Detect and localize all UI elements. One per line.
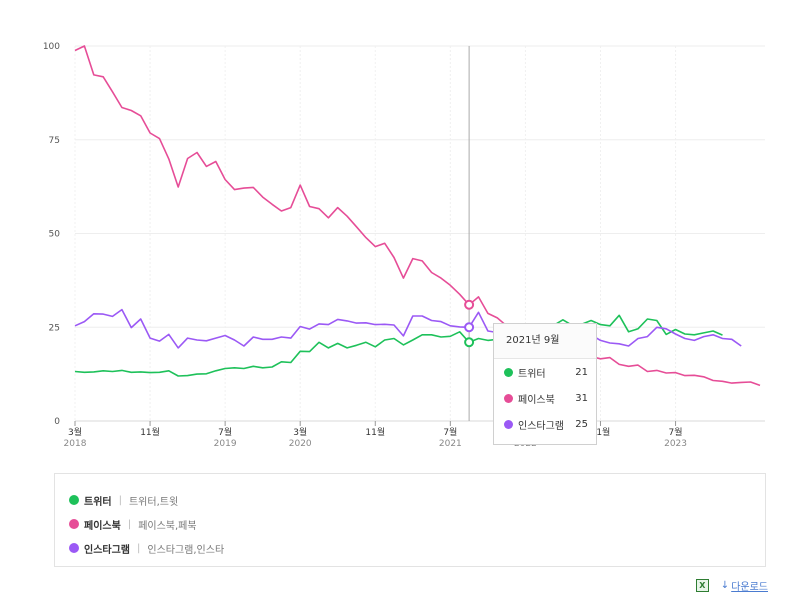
legend-separator: | xyxy=(127,518,132,530)
legend-item-instagram[interactable]: 인스타그램 | 인스타그램,인스타 xyxy=(55,536,765,560)
tooltip-row-facebook: 페이스북 31 xyxy=(494,385,596,411)
legend-label: 트위터 xyxy=(84,496,112,508)
y-tick-label: 100 xyxy=(43,42,60,52)
series-line-twitter xyxy=(74,314,723,377)
legend-dot-icon xyxy=(69,495,79,505)
y-tick-label: 25 xyxy=(49,323,60,333)
tooltip-series-name: 페이스북 xyxy=(518,394,555,406)
highlight-point-twitter xyxy=(464,337,475,348)
tooltip-dot-icon xyxy=(504,419,513,429)
x-tick-label: 7월 xyxy=(218,426,232,438)
y-tick-label: 50 xyxy=(49,230,61,240)
tooltip-series-value: 31 xyxy=(575,392,588,404)
series-line-facebook xyxy=(74,45,761,387)
x-tick-label: 7월 xyxy=(669,426,683,438)
highlight-point-instagram xyxy=(464,322,475,333)
tooltip-dot-icon xyxy=(504,393,513,403)
tooltip-series-value: 21 xyxy=(575,366,588,378)
tooltip-series-name: 인스타그램 xyxy=(518,420,564,432)
legend-dot-icon xyxy=(69,543,79,553)
legend-label: 인스타그램 xyxy=(84,544,130,556)
legend-box: 트위터 | 트위터,트윗 페이스북 | 페이스북,페북 인스타그램 | 인스타그… xyxy=(54,473,766,567)
x-tick-year-label: 2020 xyxy=(289,439,312,449)
tooltip-series-name: 트위터 xyxy=(518,368,546,380)
legend-keywords: 인스타그램,인스타 xyxy=(147,544,225,556)
legend-label: 페이스북 xyxy=(84,520,121,532)
excel-icon[interactable]: X xyxy=(695,579,709,592)
x-tick-year-label: 2018 xyxy=(64,439,87,449)
chart-tooltip: 2021년 9월 트위터 21 페이스북 31 인스타그램 25 xyxy=(493,323,597,445)
download-area: X ↓ 다운로드 xyxy=(695,578,768,593)
x-tick-label: 3월 xyxy=(68,426,82,438)
legend-item-twitter[interactable]: 트위터 | 트위터,트윗 xyxy=(55,488,765,512)
tooltip-title: 2021년 9월 xyxy=(494,324,596,359)
x-tick-label: 7월 xyxy=(443,426,457,438)
x-tick-label: 11월 xyxy=(365,426,385,438)
legend-keywords: 페이스북,페북 xyxy=(138,520,197,532)
download-link[interactable]: 다운로드 xyxy=(731,582,768,593)
x-tick-label: 3월 xyxy=(293,426,307,438)
legend-dot-icon xyxy=(69,519,79,529)
legend-keywords: 트위터,트윗 xyxy=(128,496,179,508)
y-tick-label: 0 xyxy=(54,417,60,427)
download-arrow-icon[interactable]: ↓ xyxy=(720,580,730,591)
x-tick-year-label: 2023 xyxy=(664,439,687,449)
legend-item-facebook[interactable]: 페이스북 | 페이스북,페북 xyxy=(55,512,765,536)
tooltip-dot-icon xyxy=(504,367,513,377)
tooltip-row-twitter: 트위터 21 xyxy=(494,359,596,385)
x-tick-year-label: 2019 xyxy=(214,439,237,449)
x-tick-label: 11월 xyxy=(140,426,160,438)
x-tick-year-label: 2021 xyxy=(439,439,462,449)
y-tick-label: 75 xyxy=(49,136,60,146)
legend-separator: | xyxy=(137,542,141,554)
series-line-instagram xyxy=(74,308,742,349)
highlight-point-facebook xyxy=(464,299,475,310)
tooltip-series-value: 25 xyxy=(575,418,588,430)
legend-separator: | xyxy=(118,494,122,506)
tooltip-row-instagram: 인스타그램 25 xyxy=(494,411,596,437)
